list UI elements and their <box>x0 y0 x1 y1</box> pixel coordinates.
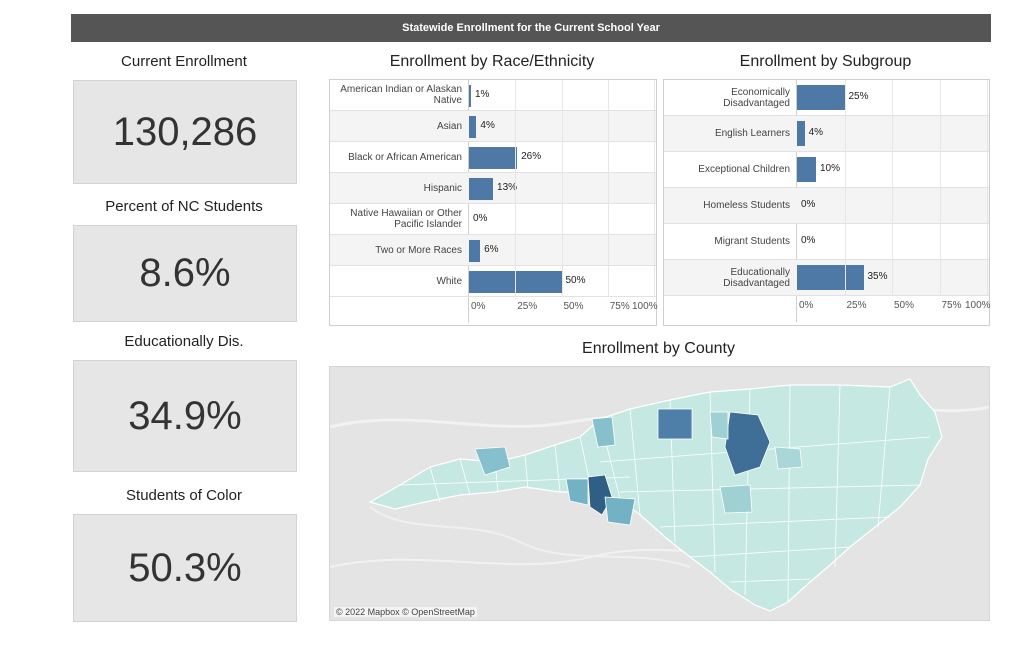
race-value-label: 0% <box>473 212 488 224</box>
race-bar[interactable] <box>469 147 518 169</box>
county-map-svg <box>330 367 989 620</box>
race-bar[interactable] <box>469 240 481 262</box>
county-buncombe <box>474 446 511 476</box>
race-value-label: 4% <box>480 119 495 131</box>
subgroup-category-label: Economically Disadvantaged <box>723 86 790 109</box>
race-tick-label: 75% <box>609 301 630 312</box>
subgroup-row[interactable]: Homeless Students 0% <box>664 188 989 224</box>
kpi-value-students-of-color: 50.3% <box>73 514 297 622</box>
race-bar[interactable] <box>469 178 494 200</box>
subgroup-chart-title: Enrollment by Subgroup <box>739 53 912 70</box>
race-gridline <box>561 80 563 297</box>
race-category-label: Asian <box>436 120 462 132</box>
race-row[interactable]: Two or More Races 6% <box>330 235 656 266</box>
kpi-title-edu-dis: Educationally Dis. <box>124 333 244 350</box>
subgroup-row[interactable]: Migrant Students 0% <box>664 224 989 260</box>
race-ethnicity-chart: American Indian or Alaskan Native 1% Asian… <box>329 79 658 326</box>
subgroup-tick-label: 100% <box>965 300 991 311</box>
race-gridline <box>515 80 517 297</box>
subgroup-category-label: Exceptional Children <box>698 164 790 175</box>
subgroup-chart: Economically Disadvantaged 25% English Lea… <box>663 79 991 326</box>
map-attribution: © 2022 Mapbox © OpenStreetMap <box>334 607 477 617</box>
subgroup-value-label: 0% <box>801 199 816 210</box>
race-gridline <box>607 80 609 297</box>
county-johnston <box>774 446 803 470</box>
subgroup-row[interactable]: Exceptional Children 10% <box>664 152 989 188</box>
subgroup-row[interactable]: English Learners 4% <box>664 116 989 152</box>
race-row[interactable]: Asian 4% <box>330 111 656 142</box>
kpi-title-percent-nc: Percent of NC Students <box>105 198 263 215</box>
subgroup-tick-label: 0% <box>799 300 814 311</box>
kpi-title-enrollment: Current Enrollment <box>121 53 247 70</box>
subgroup-value-label: 4% <box>808 127 824 138</box>
race-tick-label: 0% <box>471 301 486 312</box>
subgroup-gridline <box>939 80 941 296</box>
race-row[interactable]: Black or African American 26% <box>330 142 656 173</box>
subgroup-category-label: English Learners <box>714 128 790 139</box>
subgroup-gridline <box>892 80 893 296</box>
county-wake <box>724 411 771 476</box>
race-category-label: Two or More Races <box>375 244 462 256</box>
subgroup-bar[interactable] <box>797 157 816 182</box>
race-tick-label: 50% <box>563 301 584 312</box>
race-category-label: Black or African American <box>348 151 462 163</box>
race-bar[interactable] <box>469 116 477 138</box>
map-title: Enrollment by County <box>582 340 735 357</box>
kpi-value-edu-dis: 34.9% <box>73 360 297 472</box>
race-bar[interactable] <box>469 85 471 107</box>
county-map[interactable]: © 2022 Mapbox © OpenStreetMap <box>329 366 990 621</box>
kpi-value-percent-nc: 8.6% <box>73 225 297 322</box>
subgroup-tick-label: 50% <box>894 300 915 311</box>
county-guilford <box>657 408 693 440</box>
race-category-label: Hispanic <box>423 182 462 194</box>
county-forsyth <box>591 416 616 448</box>
subgroup-value-label: 25% <box>848 91 869 102</box>
subgroup-value-label: 0% <box>801 235 816 246</box>
race-category-label: American Indian or Alaskan Native <box>340 84 462 106</box>
subgroup-row[interactable]: Educationally Disadvantaged 35% <box>664 260 989 296</box>
subgroup-gridline <box>987 80 988 296</box>
subgroup-tick-label: 75% <box>941 300 962 311</box>
subgroup-bar[interactable] <box>797 121 805 146</box>
kpi-title-students-of-color: Students of Color <box>126 487 242 504</box>
kpi-value-enrollment: 130,286 <box>73 80 297 184</box>
subgroup-category-label: Homeless Students <box>703 200 790 211</box>
subgroup-bar[interactable] <box>797 85 845 110</box>
race-value-label: 26% <box>521 150 542 162</box>
subgroup-category-label: Educationally Disadvantaged <box>723 266 790 289</box>
dashboard-banner: Statewide Enrollment for the Current Sch… <box>71 14 991 42</box>
subgroup-gridline <box>844 80 846 296</box>
race-row[interactable]: Native Hawaiian or Other Pacific Islande… <box>330 204 656 235</box>
subgroup-tick-label: 25% <box>846 300 867 311</box>
race-tick-label: 25% <box>517 301 538 312</box>
subgroup-category-label: Migrant Students <box>714 236 790 247</box>
banner-title: Statewide Enrollment for the Current Sch… <box>402 22 660 34</box>
subgroup-value-label: 35% <box>867 271 888 282</box>
subgroup-row[interactable]: Economically Disadvantaged 25% <box>664 80 989 116</box>
race-tick-label: 100% <box>632 301 658 312</box>
county-gaston <box>565 478 589 506</box>
race-chart-title: Enrollment by Race/Ethnicity <box>389 53 595 70</box>
county-union <box>604 496 636 526</box>
race-value-label: 50% <box>565 274 586 286</box>
race-category-label: White <box>436 275 462 287</box>
race-value-label: 1% <box>475 88 490 100</box>
race-gridline <box>654 80 655 297</box>
race-category-label: Native Hawaiian or Other Pacific Islande… <box>350 208 462 230</box>
race-row[interactable]: Hispanic 13% <box>330 173 656 204</box>
race-value-label: 13% <box>497 181 518 193</box>
county-cumberland <box>719 484 753 514</box>
race-row[interactable]: American Indian or Alaskan Native 1% <box>330 80 656 111</box>
race-value-label: 6% <box>484 243 499 255</box>
subgroup-value-label: 10% <box>820 163 841 174</box>
county-durham <box>709 411 729 440</box>
subgroup-bar[interactable] <box>797 265 864 290</box>
